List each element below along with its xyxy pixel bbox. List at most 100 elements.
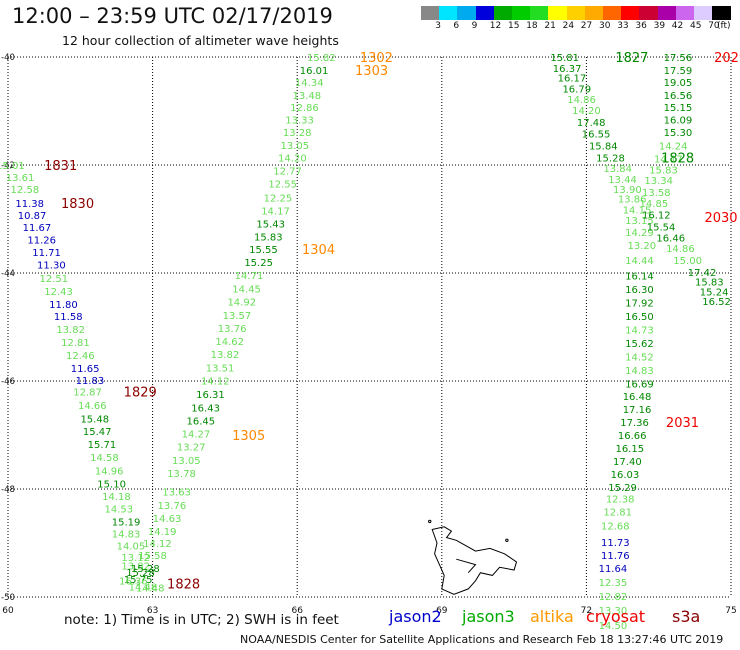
wave-height-value: 11.30 [37,260,66,271]
wave-height-value: 15.48 [80,414,109,425]
wave-height-value: 14.83 [625,366,654,377]
wave-height-value: 14.48 [136,583,165,594]
wave-height-value: 15.83 [649,165,678,176]
wave-height-value: 16.55 [582,130,611,141]
wave-height-value: 13.20 [628,241,657,252]
wave-height-value: 15.24 [700,287,729,298]
wave-height-value: 13.82 [211,350,240,361]
wave-height-value: 13.82 [121,562,150,573]
wave-height-value: 16.69 [625,380,654,391]
wave-height-value: 17.42 [688,268,717,279]
wave-height-value: 16.30 [625,285,654,296]
wave-height-value: 14.85 [640,199,669,210]
island-outline [431,526,518,595]
wave-height-value: 16.52 [702,297,731,308]
wave-height-value: 15.84 [589,142,618,153]
lat-tick-label: -48 [1,485,15,495]
color-scale-label: 24 [562,21,575,31]
wave-height-value: 15.15 [664,103,693,114]
wave-height-value: 15.54 [647,223,676,234]
wave-height-value: 16.01 [300,66,329,77]
wave-height-value: 16.46 [656,233,685,244]
wave-height-value: 14.15 [623,205,652,216]
wave-height-value: 17.48 [577,118,606,129]
lon-tick-label: 69 [436,606,448,616]
wave-height-value: 15.28 [126,568,155,579]
color-scale-swatch [621,6,640,20]
wave-height-value: 16.37 [553,64,582,75]
axis-tick-labels: 60 63 66 69 72 75 -40 -42 -44 -46 -48 -50 [1,53,737,616]
pass-time-label: 1831 [44,159,77,174]
pass-time-label: 1829 [124,385,157,400]
color-scale-swatch [639,6,659,20]
wave-height-value: 12.46 [66,351,95,362]
wave-height-value: 11.26 [27,236,56,247]
pass-time-label: 1828 [661,151,694,166]
wave-height-value: 11.58 [54,312,83,323]
wave-height-value: 14.18 [102,492,131,503]
pass-time-label: 1828 [167,578,200,593]
wave-height-value: 14.24 [659,142,688,153]
wave-height-value: 11.80 [49,300,78,311]
lat-tick-label: -40 [1,53,15,63]
satellite-altika-label: altika [530,607,574,626]
wave-height-value: 14.19 [148,527,177,538]
wave-height-value: 11.71 [32,248,61,259]
pass-time-label: 1830 [61,197,94,212]
wave-height-value: 13.44 [608,175,637,186]
wave-height-value: 12.55 [268,179,297,190]
wave-height-value: 14.45 [232,285,261,296]
color-scale-label: 33 [617,21,629,31]
wave-height-value: 13.48 [293,91,322,102]
wave-height-value: 11.65 [71,364,100,375]
footnote: note: 1) Time is in UTC; 2) SWH is in fe… [64,612,339,628]
wave-height-value: 14.86 [567,95,596,106]
color-scale-label: 3 [435,21,441,31]
wave-height-value: 12.87 [73,387,102,398]
wave-height-value: 15.58 [138,551,167,562]
satellite-cryosat-label: cryosat [586,607,646,626]
wave-height-value: 13.15 [625,216,654,227]
pass-time-label: 2031 [666,416,699,431]
color-scale-label: 45 [690,21,702,31]
color-scale-label: 36 [635,21,647,31]
wave-height-value: 11.38 [15,199,44,210]
color-scale-label: 18 [526,21,538,31]
wave-height-value: 13.61 [6,173,35,184]
color-scale-swatch [512,6,531,20]
wave-height-value: 14.71 [235,271,264,282]
wave-height-value: 19.05 [664,78,693,89]
color-scale-label: 12 [489,21,502,31]
wave-height-value: 14.92 [227,298,256,309]
wave-height-value: 15.62 [625,339,654,350]
pass-time-label: 2030 [704,211,737,226]
pass-time-label: 1304 [302,243,335,258]
wave-height-value: 17.59 [664,66,693,77]
wave-height-value: 14.20 [278,153,307,164]
lon-tick-label: 60 [2,606,14,616]
color-scale-swatch [548,6,568,20]
wave-height-value: 12.35 [599,578,628,589]
wave-height-value: 14.29 [625,228,654,239]
color-scale-label: 27 [580,21,593,31]
wave-height-value: 16.31 [196,390,225,401]
wave-height-value: 17.40 [613,457,642,468]
wave-height-value: 13.76 [158,501,187,512]
wave-height-value: 14.44 [625,256,654,267]
lon-tick-label: 63 [147,606,158,616]
pass-time-label: 1303 [355,64,388,79]
wave-height-value: 12.58 [11,185,40,196]
satellite-jason2-label: jason2 [389,607,442,626]
color-scale-swatch [439,6,458,20]
wave-height-value: 13.30 [599,606,628,617]
map-grid [7,56,732,598]
wave-height-value: 13.12 [121,553,150,564]
color-scale-label: 21 [544,21,556,31]
wave-height-value: 13.05 [280,141,309,152]
wave-height-value: 14.12 [143,539,172,550]
wave-height-value: 16.79 [562,84,591,95]
color-scale-swatch [694,6,713,20]
wave-height-value: 16.66 [618,431,647,442]
wave-height-value: 12.81 [603,508,632,519]
wave-height-value: 13.27 [177,442,206,453]
